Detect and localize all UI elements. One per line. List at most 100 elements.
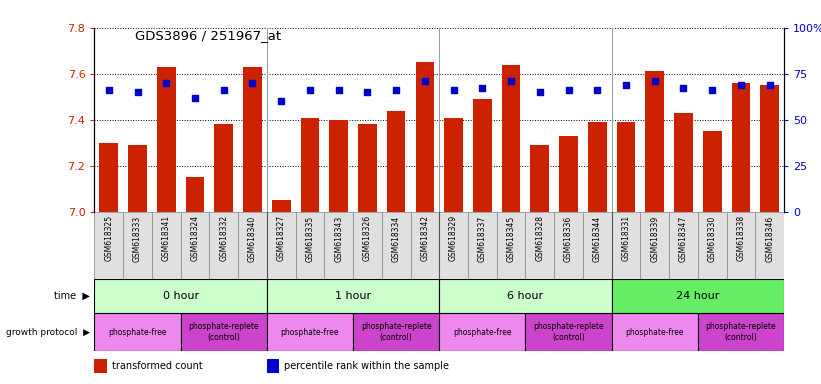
Bar (410, 212, 439, 279)
Text: phosphate-replete
(control): phosphate-replete (control) (705, 323, 777, 342)
Bar (353, 212, 382, 279)
Point (131, 89, 144, 95)
Point (735, 82, 748, 88)
Text: time  ▶: time ▶ (54, 291, 90, 301)
Text: percentile rank within the sample: percentile rank within the sample (284, 361, 449, 371)
Point (447, 87, 461, 93)
Point (620, 82, 633, 88)
Point (274, 98, 288, 104)
Point (160, 80, 173, 86)
Bar (439, 313, 525, 351)
Text: GSM618333: GSM618333 (133, 215, 142, 262)
Text: 6 hour: 6 hour (507, 291, 544, 301)
Text: GSM618347: GSM618347 (679, 215, 688, 262)
Text: GSM618331: GSM618331 (621, 215, 631, 262)
Bar (353, 313, 439, 351)
Bar (324, 212, 353, 279)
Bar (439, 279, 612, 313)
Text: phosphate-free: phosphate-free (626, 328, 684, 337)
Text: GSM618324: GSM618324 (190, 215, 200, 262)
Point (361, 89, 374, 95)
Text: phosphate-free: phosphate-free (108, 328, 167, 337)
Bar (502, 65, 521, 212)
Text: GSM618332: GSM618332 (219, 215, 228, 262)
Point (304, 87, 317, 93)
Point (246, 80, 259, 86)
Bar (559, 136, 578, 212)
Bar (382, 212, 410, 279)
Text: GSM618346: GSM618346 (765, 215, 774, 262)
Bar (267, 212, 296, 279)
Bar (439, 212, 468, 279)
Bar (94, 359, 107, 373)
Bar (329, 120, 348, 212)
Text: transformed count: transformed count (112, 361, 203, 371)
Point (103, 87, 116, 93)
Text: GSM618337: GSM618337 (478, 215, 487, 262)
Bar (468, 212, 497, 279)
Point (476, 85, 489, 91)
Text: phosphate-replete
(control): phosphate-replete (control) (360, 323, 432, 342)
Point (534, 89, 547, 95)
Text: GSM618325: GSM618325 (104, 215, 113, 262)
Text: GSM618328: GSM618328 (535, 215, 544, 262)
Bar (588, 122, 607, 212)
Bar (583, 212, 612, 279)
Bar (300, 118, 319, 212)
Bar (267, 279, 439, 313)
Bar (181, 212, 209, 279)
Text: GSM618330: GSM618330 (708, 215, 717, 262)
Bar (94, 279, 267, 313)
Bar (755, 212, 784, 279)
Bar (444, 118, 463, 212)
Bar (554, 212, 583, 279)
Text: GSM618329: GSM618329 (449, 215, 458, 262)
Bar (525, 212, 554, 279)
Bar (243, 67, 262, 212)
Bar (209, 212, 238, 279)
Text: GSM618341: GSM618341 (162, 215, 171, 262)
Bar (238, 212, 267, 279)
Bar (732, 83, 750, 212)
Text: GSM618342: GSM618342 (420, 215, 429, 262)
Text: GSM618335: GSM618335 (305, 215, 314, 262)
Bar (152, 212, 181, 279)
Text: GSM618343: GSM618343 (334, 215, 343, 262)
Bar (674, 113, 693, 212)
Bar (698, 313, 784, 351)
Bar (525, 313, 612, 351)
Point (649, 78, 662, 84)
Bar (473, 99, 492, 212)
Bar (267, 313, 353, 351)
Bar (358, 124, 377, 212)
Bar (640, 212, 669, 279)
Text: GDS3896 / 251967_at: GDS3896 / 251967_at (135, 29, 282, 42)
Bar (128, 145, 147, 212)
Point (677, 85, 690, 91)
Point (706, 87, 719, 93)
Text: GSM618334: GSM618334 (392, 215, 401, 262)
Bar (267, 359, 279, 373)
Bar (703, 131, 722, 212)
Bar (387, 111, 406, 212)
Text: GSM618336: GSM618336 (564, 215, 573, 262)
Text: 1 hour: 1 hour (335, 291, 371, 301)
Bar (645, 71, 664, 212)
Bar (530, 145, 549, 212)
Text: GSM618338: GSM618338 (736, 215, 745, 262)
Text: GSM618327: GSM618327 (277, 215, 286, 262)
Bar (272, 200, 291, 212)
Bar (94, 313, 181, 351)
Bar (669, 212, 698, 279)
Bar (415, 62, 434, 212)
Bar (612, 313, 698, 351)
Point (562, 87, 576, 93)
Bar (157, 67, 176, 212)
Bar (123, 212, 152, 279)
Point (189, 94, 202, 101)
Text: phosphate-free: phosphate-free (281, 328, 339, 337)
Point (504, 78, 518, 84)
Point (390, 87, 403, 93)
Text: phosphate-replete
(control): phosphate-replete (control) (533, 323, 604, 342)
Bar (99, 143, 118, 212)
